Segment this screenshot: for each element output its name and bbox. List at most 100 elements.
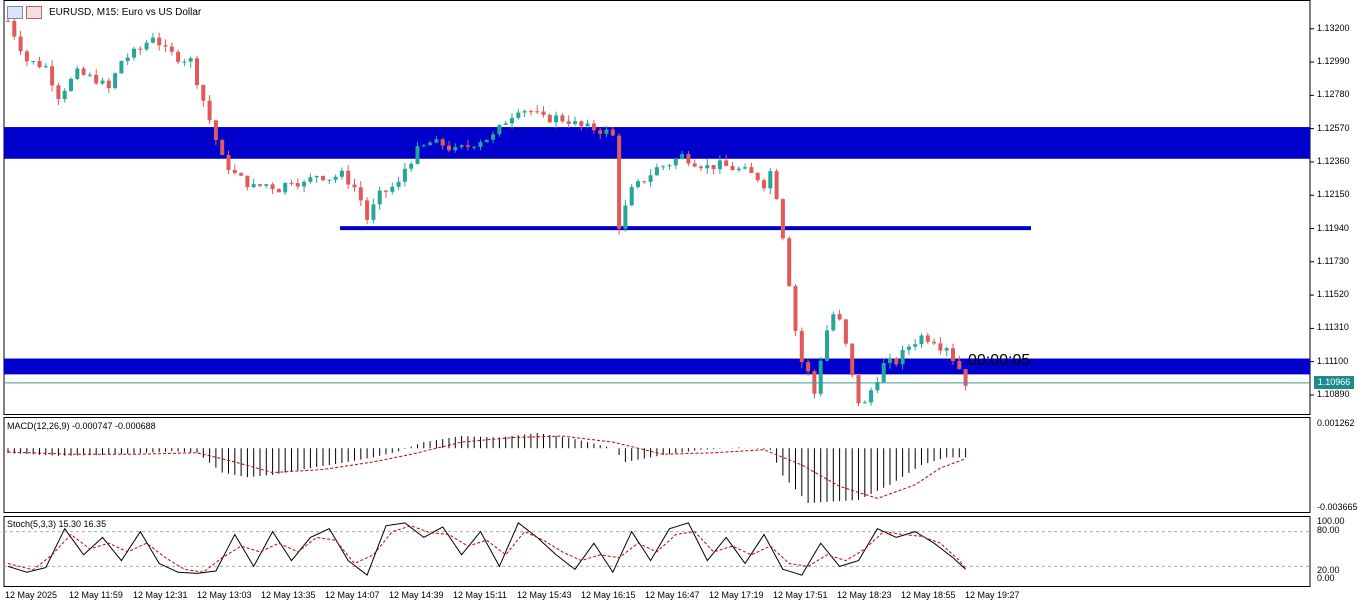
candle bbox=[169, 42, 174, 56]
time-tick: 12 May 11:59 bbox=[69, 590, 123, 600]
candle bbox=[365, 197, 370, 225]
candle bbox=[402, 163, 407, 187]
candle bbox=[276, 188, 281, 193]
candle bbox=[43, 63, 48, 69]
candle bbox=[24, 49, 29, 67]
candle bbox=[951, 343, 955, 366]
support-line[interactable] bbox=[340, 226, 1031, 231]
time-tick: 12 May 13:35 bbox=[261, 590, 316, 600]
candle bbox=[925, 332, 930, 345]
candle bbox=[850, 343, 855, 378]
candle bbox=[774, 168, 779, 200]
stoch-main-line bbox=[7, 522, 966, 576]
candle bbox=[799, 327, 804, 368]
candle bbox=[503, 120, 508, 126]
price-tick: 1.12360 bbox=[1317, 155, 1350, 166]
chart-type-icon[interactable] bbox=[26, 5, 42, 19]
candle bbox=[232, 164, 237, 175]
price-tick: 1.12990 bbox=[1317, 56, 1350, 67]
candle bbox=[87, 72, 92, 78]
candle bbox=[554, 111, 559, 129]
candle bbox=[434, 136, 439, 143]
candle bbox=[201, 84, 206, 107]
candle bbox=[352, 178, 357, 192]
candle bbox=[100, 77, 105, 86]
candle bbox=[106, 78, 111, 93]
candle bbox=[919, 333, 924, 349]
candle bbox=[881, 358, 886, 383]
candle bbox=[516, 109, 521, 120]
candle bbox=[144, 39, 149, 52]
candle bbox=[825, 324, 829, 362]
candle bbox=[453, 143, 458, 153]
candle bbox=[780, 198, 785, 241]
candle bbox=[938, 337, 943, 355]
time-tick: 12 May 16:15 bbox=[581, 590, 636, 600]
candle bbox=[421, 144, 426, 148]
candle bbox=[150, 32, 155, 44]
macd-bottom-label: -0.003665 bbox=[1317, 502, 1358, 512]
candle bbox=[843, 318, 848, 347]
price-tick: 1.13200 bbox=[1317, 22, 1350, 33]
candle bbox=[736, 166, 741, 172]
time-tick: 12 May 14:39 bbox=[389, 590, 444, 600]
candle bbox=[94, 68, 99, 86]
candle bbox=[818, 356, 823, 397]
candle bbox=[894, 356, 899, 367]
candle bbox=[333, 174, 338, 184]
candle bbox=[787, 236, 792, 287]
candle bbox=[711, 165, 716, 175]
candle bbox=[629, 184, 634, 207]
candle bbox=[768, 167, 773, 195]
candle bbox=[390, 182, 395, 195]
time-tick: 12 May 12:31 bbox=[133, 590, 188, 600]
candle bbox=[37, 56, 42, 69]
stoch-panel-frame bbox=[3, 516, 1311, 587]
price-tick: 1.12150 bbox=[1317, 189, 1350, 200]
candle bbox=[182, 59, 187, 67]
candle bbox=[900, 345, 905, 370]
macd-histogram bbox=[7, 432, 967, 504]
stoch-title: Stoch(5,3,3) 15.30 16.35 bbox=[7, 519, 107, 529]
candle bbox=[755, 172, 760, 183]
candle bbox=[648, 169, 653, 187]
candle bbox=[428, 140, 433, 146]
demand-zone[interactable] bbox=[4, 358, 1310, 375]
candle bbox=[623, 199, 628, 232]
candle bbox=[339, 167, 344, 180]
stoch-level-100: 100.00 bbox=[1317, 516, 1345, 526]
macd-panel-frame bbox=[3, 417, 1311, 513]
candle bbox=[869, 387, 874, 406]
candle bbox=[188, 56, 193, 68]
candle bbox=[409, 161, 414, 172]
supply-zone[interactable] bbox=[4, 127, 1310, 159]
candle bbox=[270, 182, 275, 195]
time-tick: 12 May 15:11 bbox=[453, 590, 507, 600]
candle bbox=[642, 180, 647, 185]
candle bbox=[321, 175, 325, 182]
main-panel-frame bbox=[3, 0, 1311, 415]
candle bbox=[906, 344, 911, 355]
candle bbox=[762, 178, 766, 192]
candle bbox=[573, 116, 577, 126]
candle bbox=[560, 113, 565, 124]
candle bbox=[308, 173, 313, 184]
candle bbox=[806, 359, 811, 376]
candle bbox=[283, 182, 288, 195]
macd-top-label: 0.001262 bbox=[1317, 418, 1355, 428]
trade-menu-icon[interactable] bbox=[7, 5, 23, 19]
time-tick: 12 May 17:51 bbox=[773, 590, 828, 600]
candle bbox=[440, 138, 445, 150]
time-tick: 12 May 15:43 bbox=[517, 590, 572, 600]
candles bbox=[6, 17, 968, 407]
candle bbox=[497, 124, 502, 137]
candle bbox=[384, 190, 388, 199]
candle bbox=[258, 183, 262, 188]
candle bbox=[226, 150, 231, 175]
candle bbox=[510, 113, 514, 129]
candle bbox=[207, 95, 212, 125]
candle bbox=[346, 165, 351, 189]
candle bbox=[50, 60, 55, 92]
